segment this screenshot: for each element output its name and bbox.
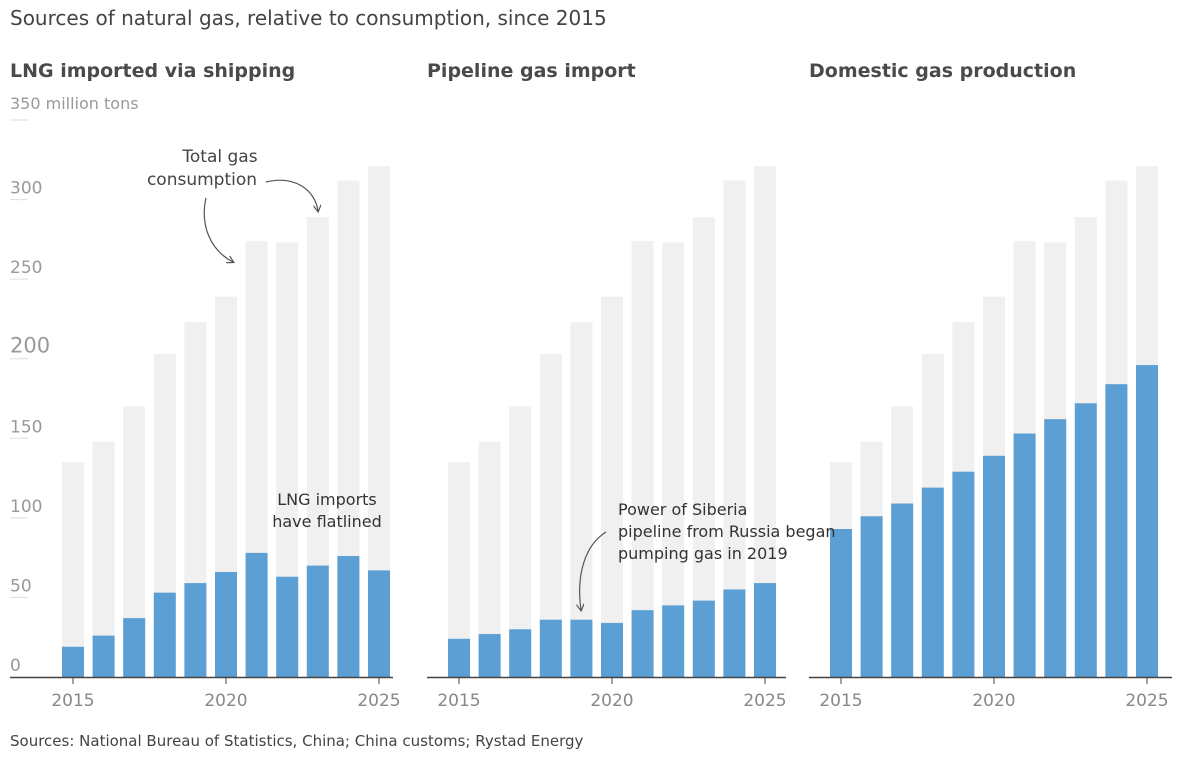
consumption-bar	[92, 441, 115, 677]
y-tick-label: 100	[10, 497, 42, 517]
source-bar	[1105, 384, 1128, 677]
source-bar	[830, 528, 852, 677]
source-bar	[570, 619, 593, 677]
source-bar	[662, 605, 685, 677]
bars-layer	[62, 166, 1158, 678]
consumption-bar	[478, 441, 501, 677]
source-bar	[448, 638, 470, 677]
source-bar	[306, 565, 329, 677]
annotation-lng-flatlined-line2: have flatlined	[272, 512, 382, 531]
source-bar	[62, 646, 84, 677]
source-bar	[337, 556, 360, 677]
annotation-arrow-consumption-right	[265, 179, 318, 211]
consumption-bar	[368, 166, 390, 677]
x-tick-label: 2015	[819, 691, 862, 711]
y-tick-label: 50	[10, 576, 32, 596]
panel-title-lng: LNG imported via shipping	[10, 60, 296, 82]
consumption-bar	[723, 180, 746, 677]
consumption-bar	[62, 462, 84, 677]
source-note: Sources: National Bureau of Statistics, …	[10, 732, 584, 750]
source-bar	[153, 592, 176, 677]
x-tick-label: 2025	[357, 691, 400, 711]
annotation-total-consumption-line1: Total gas	[181, 147, 257, 167]
source-bar	[754, 583, 776, 677]
source-bar	[245, 552, 268, 677]
y-tick-label: 200	[10, 334, 50, 358]
source-bar	[276, 576, 299, 677]
source-bar	[92, 635, 115, 677]
source-bar	[509, 629, 532, 677]
consumption-bar	[276, 242, 299, 678]
consumption-bar	[754, 166, 776, 677]
x-tick-label: 2025	[1125, 691, 1168, 711]
annotation-arrow-consumption-left	[203, 197, 233, 262]
source-bar	[1074, 403, 1097, 677]
source-bar	[983, 455, 1005, 677]
source-bar	[1013, 433, 1036, 677]
y-axis: 0 50 100 150 200 250 300	[10, 119, 50, 676]
x-axes: 2015 2020 2025 2015 2020 2025 2015 2020 2025	[10, 676, 1172, 711]
source-bar	[1044, 419, 1067, 677]
y-tick-label: 0	[10, 656, 21, 676]
annotation-total-consumption-line2: consumption	[147, 170, 257, 190]
source-bar	[860, 516, 883, 677]
source-bar	[478, 634, 501, 677]
consumption-bar	[337, 180, 360, 677]
source-bar	[952, 471, 975, 677]
source-bar	[1136, 365, 1158, 677]
consumption-bar	[692, 217, 715, 677]
y-tick-label: 300	[10, 179, 42, 199]
x-tick-label: 2020	[590, 691, 633, 711]
consumption-bar	[539, 353, 562, 677]
source-bar	[601, 622, 623, 677]
x-tick-label: 2020	[972, 691, 1015, 711]
annotation-siberia-line2: pipeline from Russia began	[618, 522, 836, 541]
x-tick-label: 2015	[51, 691, 94, 711]
source-bar	[921, 487, 944, 677]
source-bar	[692, 600, 715, 677]
x-tick-label: 2025	[743, 691, 786, 711]
consumption-bar	[509, 406, 532, 677]
y-tick-label: 250	[10, 258, 42, 278]
source-bar	[631, 610, 654, 677]
annotation-lng-flatlined-line1: LNG imports	[277, 490, 377, 509]
consumption-bar	[662, 242, 685, 678]
source-bar	[184, 583, 207, 677]
source-bar	[891, 503, 914, 677]
source-bar	[368, 570, 390, 677]
annotation-siberia-line3: pumping gas in 2019	[618, 544, 788, 563]
consumption-bar	[448, 462, 470, 677]
consumption-bar	[631, 240, 654, 677]
consumption-bar	[123, 406, 146, 677]
y-tick-label: 150	[10, 417, 42, 437]
panel-title-domestic: Domestic gas production	[809, 60, 1077, 82]
annotation-arrow-siberia	[580, 531, 607, 610]
consumption-bar	[601, 296, 623, 677]
x-tick-label: 2020	[204, 691, 247, 711]
x-tick-label: 2015	[437, 691, 480, 711]
source-bar	[215, 571, 237, 677]
consumption-bar	[570, 322, 593, 677]
panel-title-pipeline: Pipeline gas import	[427, 60, 636, 82]
consumption-bar	[306, 217, 329, 677]
source-bar	[123, 618, 146, 677]
source-bar	[723, 589, 746, 677]
y-axis-unit-label: 350 million tons	[10, 94, 139, 113]
page-title: Sources of natural gas, relative to cons…	[10, 6, 607, 30]
source-bar	[539, 619, 562, 677]
annotation-siberia-line1: Power of Siberia	[618, 500, 747, 519]
